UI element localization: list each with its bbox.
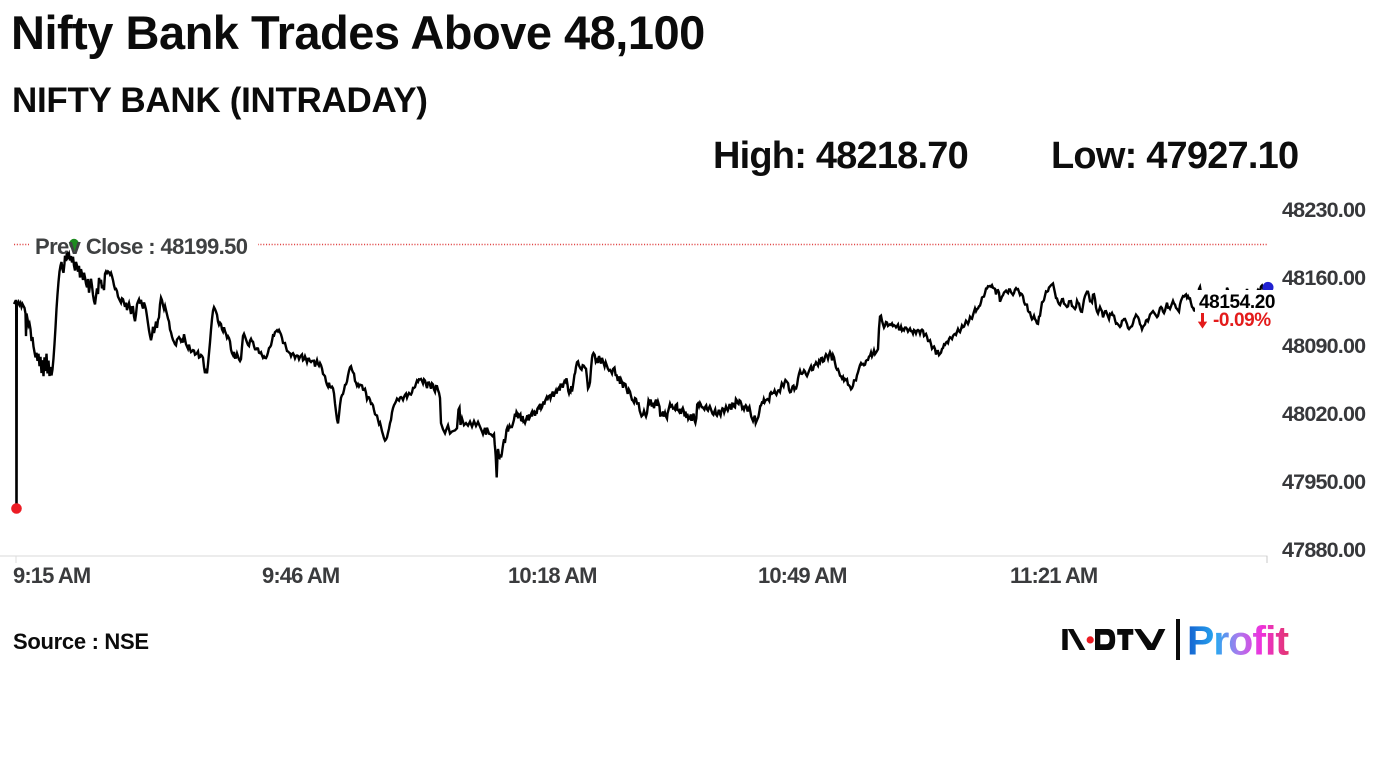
svg-text:Profit: Profit bbox=[1187, 618, 1289, 664]
